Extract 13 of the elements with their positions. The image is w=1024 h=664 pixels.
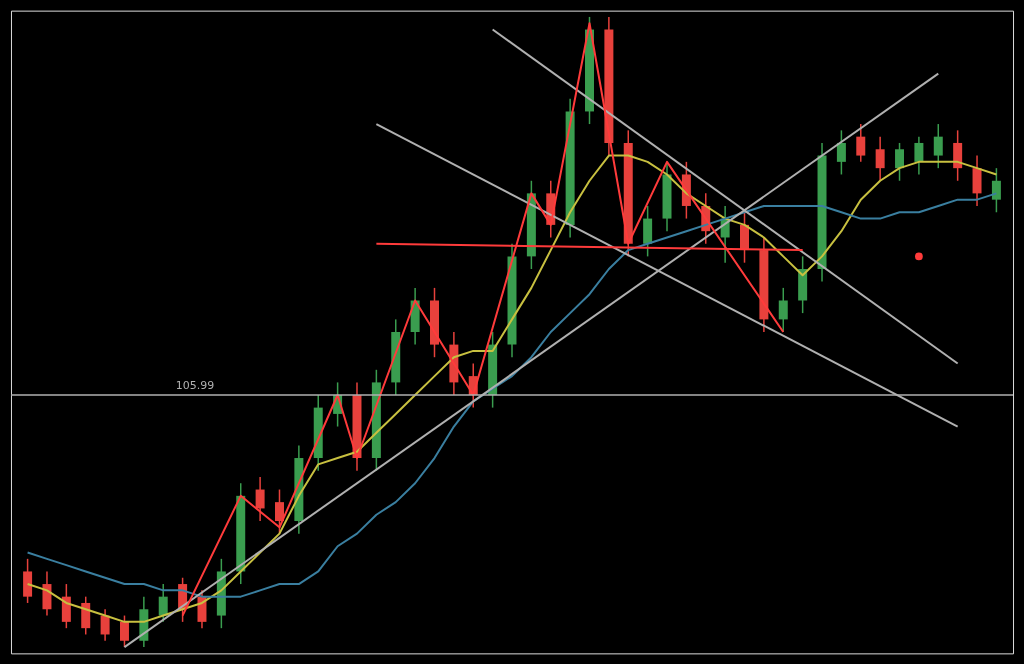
candlestick [100,608,110,642]
candlestick [119,614,129,648]
annotation: 105.99 [175,379,215,393]
candlestick [778,287,788,333]
candlestick [875,135,885,182]
candlestick [856,123,866,163]
candlestick [255,476,265,522]
candlestick [933,123,943,169]
candlestick [836,129,846,176]
candlestick [895,142,905,182]
candlestick [914,135,924,176]
candlestick [991,167,1001,214]
candlestick [158,583,168,623]
